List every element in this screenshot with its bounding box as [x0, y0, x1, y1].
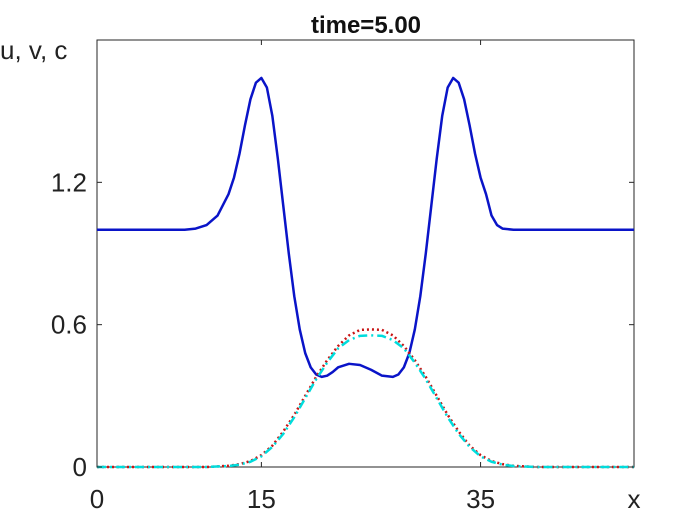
- x-tick-label: 0: [90, 484, 104, 514]
- y-tick-label: 1.2: [51, 167, 87, 197]
- x-tick-label: 15: [247, 484, 276, 514]
- chart-title: time=5.00: [311, 12, 421, 39]
- y-tick-label: 0.6: [51, 310, 87, 340]
- y-axis-label: u, v, c: [0, 35, 67, 65]
- x-axis-label: x: [628, 484, 641, 514]
- tick-layer: 0 15 35 0 0.6 1.2: [51, 40, 634, 514]
- series-line-3: [97, 334, 634, 469]
- plot-area: [96, 39, 635, 468]
- y-tick-label: 0: [73, 452, 87, 482]
- series-line-1: [97, 76, 634, 379]
- series-layer: [97, 76, 634, 469]
- x-tick-label: 35: [466, 484, 495, 514]
